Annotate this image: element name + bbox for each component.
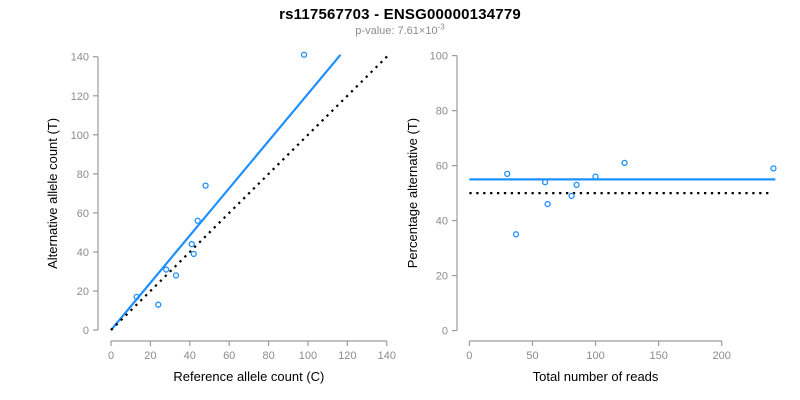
data-point bbox=[573, 181, 580, 188]
pvalue-mantissa: 7.61×10 bbox=[397, 25, 438, 37]
x-tick-label: 0 bbox=[466, 350, 472, 362]
y-tick-label: 100 bbox=[71, 130, 89, 142]
y-tick-label: 20 bbox=[77, 286, 89, 298]
y-tick-label: 80 bbox=[77, 169, 89, 181]
y-axis-title: Alternative allele count (T) bbox=[45, 118, 60, 269]
data-point bbox=[300, 51, 308, 58]
data-point bbox=[504, 170, 511, 177]
data-point bbox=[621, 159, 628, 166]
y-axis-title: Percentage alternative (T) bbox=[405, 118, 420, 268]
pvalue-exponent: -3 bbox=[437, 22, 445, 32]
x-tick-label: 150 bbox=[649, 350, 667, 362]
x-axis-title: Reference allele count (C) bbox=[173, 369, 324, 384]
x-tick-label: 100 bbox=[299, 350, 317, 362]
data-point bbox=[512, 231, 520, 238]
x-tick-label: 100 bbox=[586, 350, 604, 362]
data-point bbox=[190, 250, 197, 258]
y-tick-label: 140 bbox=[71, 52, 89, 64]
y-tick-label: 60 bbox=[77, 208, 89, 220]
left-plot: 0 20 40 60 80 100 120 140 0 20 40 60 80 100 120 140 Refe… bbox=[45, 51, 396, 384]
data-point bbox=[544, 200, 551, 208]
regression-line bbox=[110, 54, 342, 331]
x-tick-label: 50 bbox=[526, 350, 538, 362]
x-tick-label: 80 bbox=[262, 350, 274, 362]
y-tick-label: 120 bbox=[71, 91, 89, 103]
data-point bbox=[194, 217, 201, 224]
data-point bbox=[163, 266, 170, 273]
data-point bbox=[133, 293, 140, 301]
data-point bbox=[155, 301, 162, 308]
y-tick-label: 60 bbox=[436, 161, 448, 173]
y-tick-label: 0 bbox=[83, 325, 89, 337]
plot-title: rs117567703 - ENSG00000134779 bbox=[279, 6, 521, 23]
data-point bbox=[541, 178, 549, 186]
data-point bbox=[592, 173, 599, 180]
y-tick-label: 80 bbox=[436, 106, 448, 118]
right-plot: 0 50 100 150 200 0 20 40 60 80 100 Total number of … bbox=[405, 51, 777, 384]
x-tick-label: 0 bbox=[108, 350, 114, 362]
pvalue-prefix: p-value: bbox=[355, 25, 398, 37]
x-tick-label: 200 bbox=[713, 350, 731, 362]
y-tick-label: 40 bbox=[77, 247, 89, 259]
x-tick-label: 20 bbox=[144, 350, 156, 362]
y-tick-label: 0 bbox=[442, 326, 448, 338]
x-axis-title: Total number of reads bbox=[533, 369, 659, 384]
y-tick-label: 100 bbox=[430, 51, 448, 63]
data-point bbox=[172, 272, 180, 279]
x-tick-label: 140 bbox=[378, 350, 396, 362]
y-tick-label: 20 bbox=[436, 271, 448, 283]
data-point bbox=[188, 241, 195, 248]
x-tick-label: 120 bbox=[338, 350, 356, 362]
plot-subtitle: p-value: 7.61×10-3 bbox=[0, 22, 800, 37]
data-point bbox=[202, 182, 209, 189]
data-point bbox=[568, 192, 575, 199]
y-tick-label: 40 bbox=[436, 216, 448, 228]
x-tick-label: 60 bbox=[223, 350, 235, 362]
x-tick-label: 40 bbox=[184, 350, 196, 362]
data-point bbox=[770, 165, 777, 172]
identity-line bbox=[110, 53, 391, 331]
